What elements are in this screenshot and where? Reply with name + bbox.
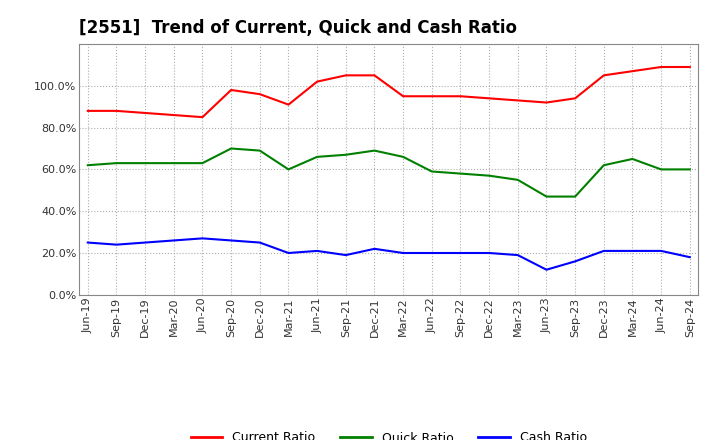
Quick Ratio: [112, 161, 121, 166]
Cash Ratio: [112, 242, 121, 247]
Cash Ratio: [542, 267, 551, 272]
Cash Ratio: [399, 250, 408, 256]
Cash Ratio: [600, 248, 608, 253]
Cash Ratio: [256, 240, 264, 245]
Cash Ratio: [169, 238, 178, 243]
Quick Ratio: [370, 148, 379, 153]
Current Ratio: [428, 94, 436, 99]
Current Ratio: [657, 64, 665, 70]
Quick Ratio: [399, 154, 408, 159]
Current Ratio: [169, 112, 178, 117]
Current Ratio: [485, 95, 493, 101]
Quick Ratio: [600, 162, 608, 168]
Line: Quick Ratio: Quick Ratio: [88, 149, 690, 197]
Quick Ratio: [628, 156, 636, 161]
Quick Ratio: [428, 169, 436, 174]
Current Ratio: [141, 110, 150, 116]
Cash Ratio: [198, 236, 207, 241]
Current Ratio: [600, 73, 608, 78]
Current Ratio: [256, 92, 264, 97]
Current Ratio: [685, 64, 694, 70]
Quick Ratio: [256, 148, 264, 153]
Quick Ratio: [456, 171, 465, 176]
Current Ratio: [513, 98, 522, 103]
Current Ratio: [370, 73, 379, 78]
Quick Ratio: [198, 161, 207, 166]
Quick Ratio: [141, 161, 150, 166]
Current Ratio: [227, 87, 235, 92]
Cash Ratio: [227, 238, 235, 243]
Quick Ratio: [485, 173, 493, 178]
Current Ratio: [312, 79, 321, 84]
Cash Ratio: [341, 253, 350, 258]
Cash Ratio: [485, 250, 493, 256]
Quick Ratio: [312, 154, 321, 159]
Current Ratio: [84, 108, 92, 114]
Current Ratio: [112, 108, 121, 114]
Cash Ratio: [571, 259, 580, 264]
Cash Ratio: [370, 246, 379, 252]
Line: Current Ratio: Current Ratio: [88, 67, 690, 117]
Current Ratio: [571, 95, 580, 101]
Quick Ratio: [284, 167, 293, 172]
Cash Ratio: [312, 248, 321, 253]
Cash Ratio: [141, 240, 150, 245]
Quick Ratio: [169, 161, 178, 166]
Quick Ratio: [227, 146, 235, 151]
Current Ratio: [399, 94, 408, 99]
Line: Cash Ratio: Cash Ratio: [88, 238, 690, 270]
Cash Ratio: [456, 250, 465, 256]
Current Ratio: [341, 73, 350, 78]
Quick Ratio: [542, 194, 551, 199]
Quick Ratio: [84, 162, 92, 168]
Cash Ratio: [428, 250, 436, 256]
Current Ratio: [456, 94, 465, 99]
Cash Ratio: [685, 254, 694, 260]
Cash Ratio: [513, 253, 522, 258]
Quick Ratio: [657, 167, 665, 172]
Cash Ratio: [284, 250, 293, 256]
Current Ratio: [628, 69, 636, 74]
Quick Ratio: [571, 194, 580, 199]
Current Ratio: [198, 114, 207, 120]
Cash Ratio: [84, 240, 92, 245]
Current Ratio: [542, 100, 551, 105]
Quick Ratio: [341, 152, 350, 158]
Legend: Current Ratio, Quick Ratio, Cash Ratio: Current Ratio, Quick Ratio, Cash Ratio: [191, 432, 587, 440]
Quick Ratio: [685, 167, 694, 172]
Current Ratio: [284, 102, 293, 107]
Text: [2551]  Trend of Current, Quick and Cash Ratio: [2551] Trend of Current, Quick and Cash …: [79, 19, 517, 37]
Quick Ratio: [513, 177, 522, 183]
Cash Ratio: [628, 248, 636, 253]
Cash Ratio: [657, 248, 665, 253]
